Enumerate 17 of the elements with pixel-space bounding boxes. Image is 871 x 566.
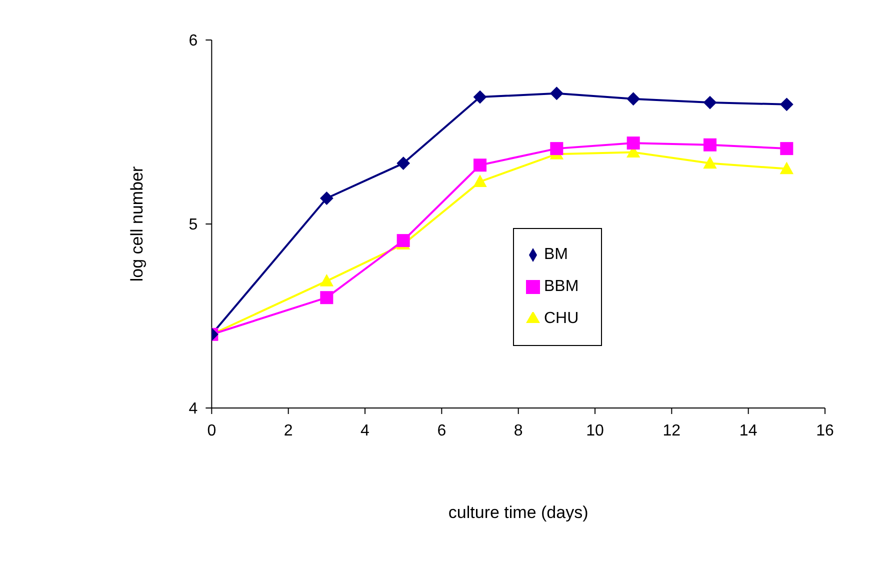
x-tick-label: 14 [739, 422, 758, 440]
legend-label: CHU [544, 310, 579, 327]
x-tick-label: 16 [816, 422, 834, 440]
x-tick-label: 4 [360, 422, 370, 440]
x-tick-label: 8 [514, 422, 523, 440]
y-tick-label: 6 [188, 32, 198, 50]
y-axis-title: log cell number [128, 166, 147, 282]
x-tick-label: 6 [437, 422, 446, 440]
y-tick-label: 5 [188, 216, 198, 234]
x-tick-label: 0 [207, 422, 216, 440]
legend-label: BM [544, 246, 568, 263]
y-tick-label: 4 [188, 400, 198, 418]
x-tick-label: 10 [586, 422, 604, 440]
x-axis-title: culture time (days) [448, 503, 588, 522]
x-tick-label: 12 [662, 422, 681, 440]
x-tick-label: 2 [284, 422, 293, 440]
legend-label: BBM [544, 278, 579, 295]
